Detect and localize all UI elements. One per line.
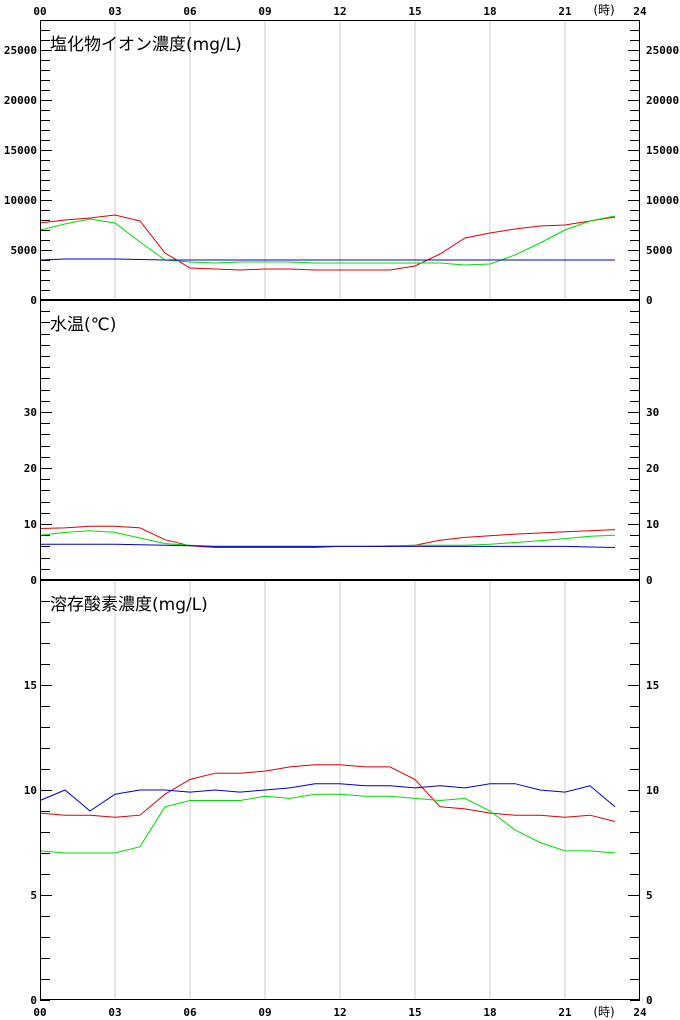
y-tick-label-right: 5000 xyxy=(646,244,673,257)
x-tick-label-bottom: 09 xyxy=(258,1006,271,1019)
y-tick-label-left: 20 xyxy=(24,462,37,475)
y-tick-label-left: 0 xyxy=(30,574,37,587)
panel-frame xyxy=(40,20,640,300)
y-tick-label-right: 15000 xyxy=(646,144,679,157)
y-tick-label-right: 15 xyxy=(646,679,659,692)
y-tick-label-right: 0 xyxy=(646,294,653,307)
y-tick-label-right: 20000 xyxy=(646,94,679,107)
x-tick-label-bottom: 00 xyxy=(33,1006,46,1019)
panel-title: 溶存酸素濃度(mg/L) xyxy=(50,595,208,615)
y-tick-label-right: 25000 xyxy=(646,44,679,57)
y-tick-label-left: 30 xyxy=(24,406,37,419)
x-tick-label-bottom: 21 xyxy=(558,1006,572,1019)
x-unit-label-top: (時) xyxy=(593,3,614,17)
y-tick-label-left: 10 xyxy=(24,784,37,797)
x-tick-label-top: 03 xyxy=(108,5,121,18)
series-line-blue xyxy=(39,258,615,261)
y-tick-label-left: 10 xyxy=(24,518,37,531)
x-tick-label-top: 24 xyxy=(633,5,647,18)
panel-title: 塩化物イオン濃度(mg/L) xyxy=(50,35,242,55)
x-tick-label-bottom: 15 xyxy=(408,1006,421,1019)
y-tick-label-left: 5 xyxy=(30,889,37,902)
x-tick-label-top: 18 xyxy=(483,5,496,18)
y-tick-label-left: 0 xyxy=(30,994,37,1007)
panel-title: 水温(℃) xyxy=(50,315,116,335)
y-tick-label-right: 0 xyxy=(646,574,653,587)
y-tick-label-right: 10 xyxy=(646,784,659,797)
y-tick-label-left: 5000 xyxy=(11,244,38,257)
y-tick-label-left: 10000 xyxy=(4,194,37,207)
x-tick-label-bottom: 06 xyxy=(183,1006,197,1019)
x-tick-label-top: 21 xyxy=(558,5,572,18)
x-unit-label-bottom: (時) xyxy=(593,1005,614,1019)
y-tick-label-right: 30 xyxy=(646,406,659,419)
series-line-red xyxy=(39,214,616,271)
series-line-green xyxy=(39,793,616,854)
y-tick-label-right: 20 xyxy=(646,462,659,475)
y-tick-label-right: 10 xyxy=(646,518,659,531)
series-line-green xyxy=(39,215,616,266)
y-tick-label-left: 15000 xyxy=(4,144,37,157)
series-line-red xyxy=(39,525,616,548)
y-tick-label-right: 10000 xyxy=(646,194,679,207)
x-tick-label-bottom: 12 xyxy=(333,1006,346,1019)
y-tick-label-right: 0 xyxy=(646,994,653,1007)
x-tick-label-bottom: 03 xyxy=(108,1006,121,1019)
y-tick-label-right: 5 xyxy=(646,889,653,902)
x-tick-label-top: 00 xyxy=(33,5,46,18)
x-tick-label-bottom: 18 xyxy=(483,1006,496,1019)
y-tick-label-left: 15 xyxy=(24,679,37,692)
panel-frame xyxy=(40,300,640,580)
panel-frame xyxy=(40,580,640,1000)
series-line-blue xyxy=(39,783,616,812)
x-tick-label-top: 09 xyxy=(258,5,271,18)
x-tick-label-bottom: 24 xyxy=(633,1006,647,1019)
x-tick-label-top: 15 xyxy=(408,5,421,18)
y-tick-label-left: 25000 xyxy=(4,44,37,57)
series-line-blue xyxy=(40,543,616,548)
series-line-red xyxy=(39,764,616,822)
y-tick-label-left: 0 xyxy=(30,294,37,307)
x-tick-label-top: 12 xyxy=(333,5,346,18)
y-tick-label-left: 20000 xyxy=(4,94,37,107)
x-tick-label-top: 06 xyxy=(183,5,197,18)
